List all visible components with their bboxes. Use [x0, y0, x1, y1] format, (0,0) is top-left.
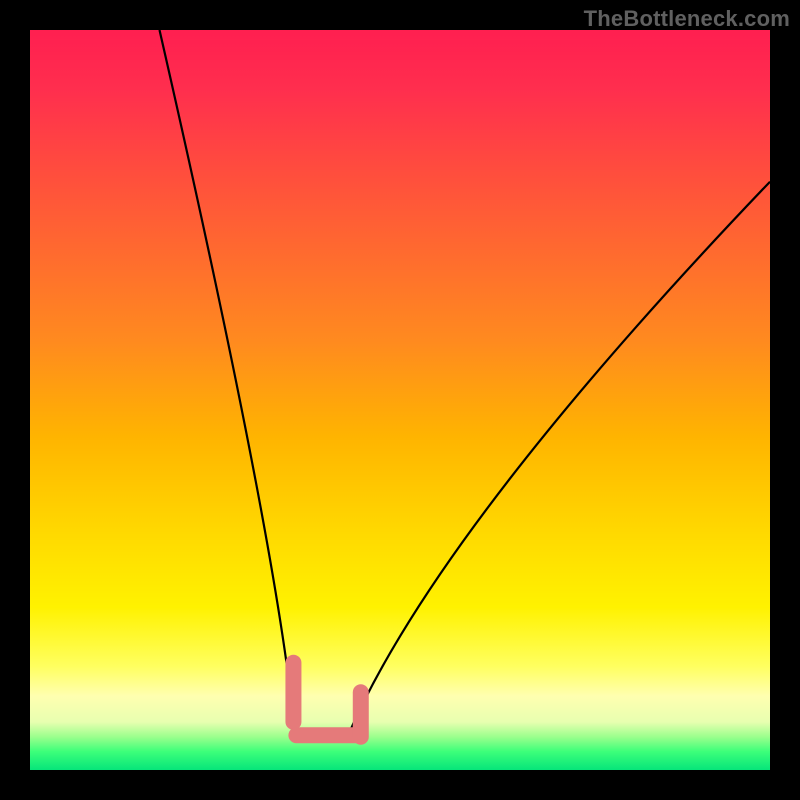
bottleneck-chart-svg [0, 0, 800, 800]
chart-root: TheBottleneck.com [0, 0, 800, 800]
plot-area-background [30, 30, 770, 770]
watermark-text: TheBottleneck.com [584, 6, 790, 32]
